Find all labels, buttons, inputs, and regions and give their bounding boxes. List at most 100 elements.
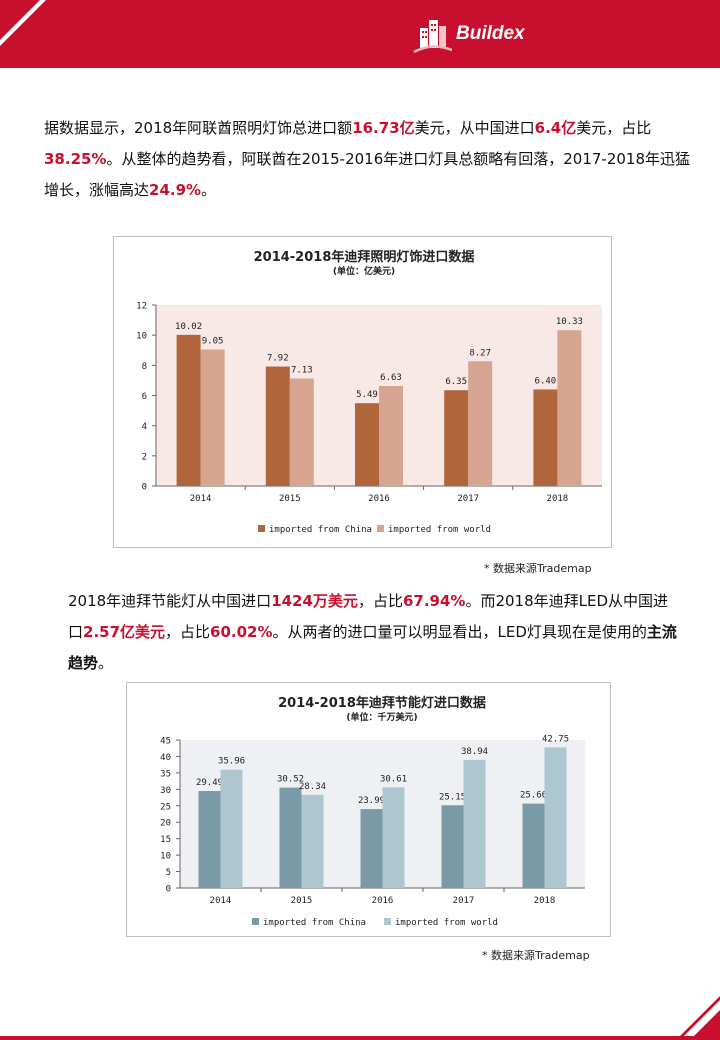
- chart1-bar: [444, 390, 469, 486]
- chart2-subtitle: (单位：千万美元): [346, 711, 417, 723]
- chart1-legend-swatch: [377, 525, 384, 532]
- chart2-legend-swatch: [252, 918, 259, 925]
- footer-corner-accent: [690, 1010, 720, 1040]
- chart2-y-tick-label: 10: [160, 852, 171, 862]
- chart2-bar: [198, 791, 221, 888]
- para1-text-5: 。: [201, 181, 217, 199]
- para2-highlight-led-value: 2.57亿美元: [83, 623, 166, 641]
- chart2-data-label: 30.52: [277, 775, 304, 785]
- chart2-bar: [463, 759, 486, 888]
- chart2-legend-label: imported from China: [263, 918, 366, 928]
- paragraph-energy-saving-import: 2018年迪拜节能灯从中国进口1424万美元，占比67.94%。而2018年迪拜…: [68, 586, 680, 679]
- chart2-y-tick-label: 40: [160, 753, 171, 763]
- chart1-y-tick-label: 0: [142, 483, 147, 493]
- chart1-x-tick-label: 2015: [279, 494, 301, 504]
- chart2-bar: [522, 803, 545, 888]
- chart1-data-label: 5.49: [356, 390, 378, 400]
- chart1-y-tick-label: 2: [142, 452, 147, 462]
- chart1-bar: [200, 349, 225, 486]
- paragraph-lighting-import: 据数据显示，2018年阿联酋照明灯饰总进口额16.73亿美元，从中国进口6.4亿…: [44, 113, 694, 206]
- chart1-y-tick-label: 4: [142, 422, 147, 432]
- chart2-x-tick-label: 2015: [291, 896, 313, 906]
- chart2-title: 2014-2018年迪拜节能灯进口数据: [278, 695, 486, 711]
- chart2-data-label: 23.99: [358, 796, 385, 806]
- para1-highlight-total: 16.73亿: [352, 119, 415, 137]
- para2-text-1: 2018年迪拜节能灯从中国进口: [68, 592, 272, 610]
- chart2-data-label: 25.66: [520, 791, 547, 801]
- chart2-source-note: * 数据来源Trademap: [482, 949, 590, 962]
- chart1-y-tick-label: 12: [136, 302, 147, 312]
- chart2-y-tick-label: 5: [166, 868, 171, 878]
- chart-lighting-frame: 2014-2018年迪拜照明灯饰进口数据 (单位：亿美元) 0 2 4 6 8 10 12 201…: [113, 236, 612, 548]
- chart-energy-saving: 2014-2018年迪拜节能灯进口数据(单位：千万美元) 0 5 10 15 20 25 30…: [160, 695, 585, 928]
- chart2-x-tick-label: 2014: [210, 896, 232, 906]
- para1-highlight-china: 6.4亿: [534, 119, 577, 137]
- footer-line: [0, 1036, 720, 1040]
- para2-bold-trend: 主流趋势: [68, 623, 677, 672]
- para2-highlight-led-share: 60.02%: [210, 623, 273, 641]
- chart2-legend-label: imported from world: [395, 918, 498, 928]
- chart2-bar: [301, 794, 324, 888]
- building-logo-icon: [413, 20, 452, 54]
- chart2-data-label: 25.15: [439, 792, 466, 802]
- para1-highlight-share: 38.25%: [44, 150, 107, 168]
- chart1-x-tick-label: 2016: [368, 494, 390, 504]
- chart2-data-label: 30.61: [380, 774, 407, 784]
- para1-text-4: 。从整体的趋势看，阿联酋在2015-2016年进口灯具总额略有回落，2017-2…: [44, 150, 691, 199]
- chart2-bar: [382, 787, 405, 888]
- chart1-bar: [289, 378, 314, 486]
- para2-highlight-cfl-share: 67.94%: [402, 592, 466, 610]
- chart-energy-saving-frame: 2014-2018年迪拜节能灯进口数据 (单位：千万美元) 0 5 10 15 20 25 30…: [126, 682, 611, 937]
- header-corner-accent: [0, 0, 40, 40]
- para1-text-3: 美元，占比: [576, 119, 652, 137]
- chart1-data-label: 10.02: [175, 322, 202, 332]
- brand-name: Buildex: [456, 23, 525, 44]
- chart1-legend-label: imported from China: [269, 525, 372, 535]
- chart2-bar: [360, 809, 383, 888]
- chart1-bar: [379, 385, 403, 486]
- chart2-y-tick-label: 0: [166, 885, 171, 895]
- chart1-bar: [468, 361, 493, 486]
- para2-text-4: ，占比: [165, 623, 211, 641]
- chart1-y-tick-label: 8: [142, 362, 147, 372]
- chart1-bar: [533, 389, 558, 486]
- brand-logo: Buildex: [412, 14, 525, 54]
- chart2-legend-swatch: [384, 918, 391, 925]
- chart2-x-tick-label: 2018: [534, 896, 556, 906]
- chart1-bar: [176, 334, 201, 486]
- para2-text-3: 。而2018年迪拜LED从中国进口: [68, 592, 668, 641]
- chart1-bar: [265, 366, 290, 486]
- chart2-bar: [220, 769, 243, 888]
- para1-highlight-growth: 24.9%: [149, 181, 202, 199]
- chart1-bar: [557, 330, 582, 486]
- chart2-bar: [279, 787, 302, 888]
- chart1-data-label: 10.33: [556, 317, 583, 327]
- chart1-data-label: 7.92: [267, 354, 289, 364]
- para1-text-2: 美元，从中国进口: [414, 119, 535, 137]
- chart1-source-note: * 数据来源Trademap: [484, 562, 592, 575]
- chart1-x-tick-label: 2014: [190, 494, 212, 504]
- chart2-data-label: 35.96: [218, 757, 245, 767]
- chart2-data-label: 29.49: [196, 778, 223, 788]
- chart1-data-label: 6.63: [380, 373, 402, 383]
- chart-lighting: 2014-2018年迪拜照明灯饰进口数据(单位：亿美元) 0 2 4 6 8 10 12 201…: [136, 249, 602, 535]
- chart1-x-tick-label: 2018: [547, 494, 569, 504]
- chart2-y-tick-label: 45: [160, 737, 171, 747]
- chart1-title: 2014-2018年迪拜照明灯饰进口数据: [254, 249, 475, 265]
- para1-text-1: 据数据显示，2018年阿联酋照明灯饰总进口额: [44, 119, 353, 137]
- para2-highlight-cfl-value: 1424万美元: [271, 592, 358, 610]
- chart2-data-label: 28.34: [299, 782, 326, 792]
- chart1-data-label: 6.40: [535, 376, 557, 386]
- chart1-y-tick-label: 6: [142, 392, 147, 402]
- chart1-data-label: 7.13: [291, 365, 313, 375]
- para2-text-2: ，占比: [357, 592, 403, 610]
- chart1-data-label: 6.35: [445, 377, 467, 387]
- chart2-bar: [544, 747, 567, 888]
- para2-text-5: 。从两者的进口量可以明显看出，LED灯具现在是使用的: [272, 623, 647, 641]
- chart2-y-tick-label: 30: [160, 786, 171, 796]
- chart2-data-label: 42.75: [542, 734, 569, 744]
- chart2-data-label: 38.94: [461, 747, 488, 757]
- chart1-y-tick-label: 10: [136, 332, 147, 342]
- chart1-legend-label: imported from world: [388, 525, 491, 535]
- chart1-data-label: 8.27: [469, 348, 491, 358]
